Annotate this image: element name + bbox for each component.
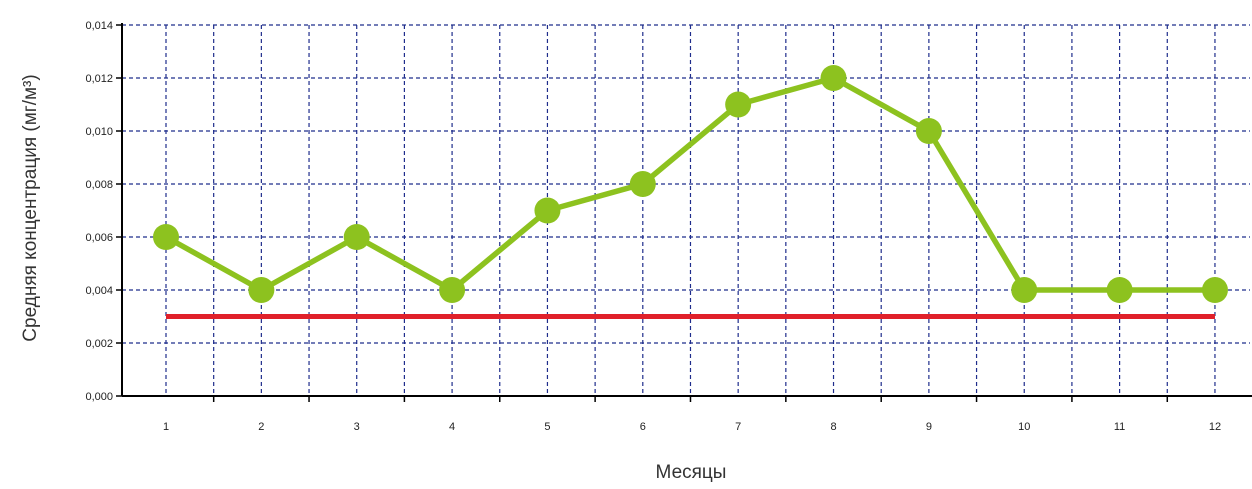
series-point	[629, 171, 656, 197]
y-axis-title: Средняя концентрация (мг/м³)	[20, 74, 41, 341]
y-tick-label: 0,000	[85, 391, 113, 403]
x-axis-title: Месяцы	[656, 462, 727, 483]
series-point	[534, 197, 561, 224]
y-tick-label: 0,004	[85, 285, 113, 297]
series-point	[1201, 277, 1228, 303]
x-tick-label: 7	[735, 421, 741, 433]
series-point	[343, 224, 370, 250]
x-tick-label: 9	[926, 421, 932, 433]
x-tick-label: 2	[258, 421, 264, 433]
y-tick-label: 0,008	[85, 179, 113, 191]
x-tick-labels: 1 2 3 4 5 6 7 8 9 10 11 12	[163, 421, 1221, 433]
y-tick-label: 0,014	[85, 20, 113, 32]
series-point	[1011, 277, 1038, 303]
series-line-1	[164, 75, 1215, 293]
series-point	[725, 91, 752, 118]
x-tick-label: 10	[1018, 421, 1030, 433]
x-tick-label: 6	[640, 421, 646, 433]
y-tick-label: 0,010	[85, 126, 113, 138]
y-tick-label: 0,012	[85, 73, 113, 85]
x-tick-label: 5	[544, 421, 550, 433]
series-point	[439, 277, 466, 303]
x-tick-label: 3	[354, 421, 360, 433]
y-tick-labels: 0,000 0,002 0,004 0,006 0,008 0,010 0,012 0,014	[85, 20, 113, 403]
y-tick-label: 0,006	[85, 232, 113, 244]
series-point	[1106, 277, 1133, 303]
x-tick-label: 11	[1114, 421, 1125, 433]
y-tick-label: 0,002	[85, 338, 113, 350]
series-point	[248, 277, 275, 303]
axes	[116, 23, 1252, 402]
series-point	[820, 65, 847, 91]
series-point	[153, 224, 179, 250]
x-tick-label: 1	[163, 421, 169, 433]
x-tick-label: 12	[1209, 421, 1221, 433]
x-tick-label: 8	[830, 421, 836, 433]
grid	[122, 24, 1250, 396]
series-point	[915, 118, 942, 144]
series	[153, 65, 1228, 319]
x-tick-label: 4	[449, 421, 455, 433]
